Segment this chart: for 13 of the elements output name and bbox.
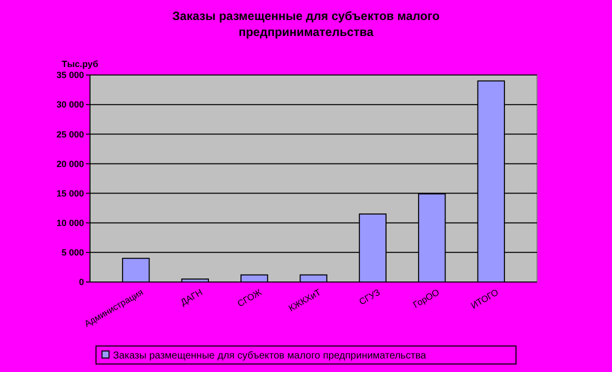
y-axis-title: Тыс.руб xyxy=(62,59,99,69)
y-tick-label: 15 000 xyxy=(56,188,84,198)
chart-title: Заказы размещенные для субъектов малого предпринимательства xyxy=(171,8,441,40)
y-tick-label: 0 xyxy=(78,277,84,288)
x-tick-label: СГУЗ xyxy=(357,287,382,307)
y-tick-label: 30 000 xyxy=(56,100,84,110)
legend-label: Заказы размещенные для субъектов малого предпринимательства xyxy=(113,350,427,362)
y-tick-label: 10 000 xyxy=(56,218,84,228)
y-tick-label: 35 000 xyxy=(56,70,84,80)
bar xyxy=(122,258,150,282)
y-tick-label: 20 000 xyxy=(56,158,84,169)
y-tick-label: 5 000 xyxy=(61,248,84,258)
y-tick-label: 25 000 xyxy=(56,129,84,140)
